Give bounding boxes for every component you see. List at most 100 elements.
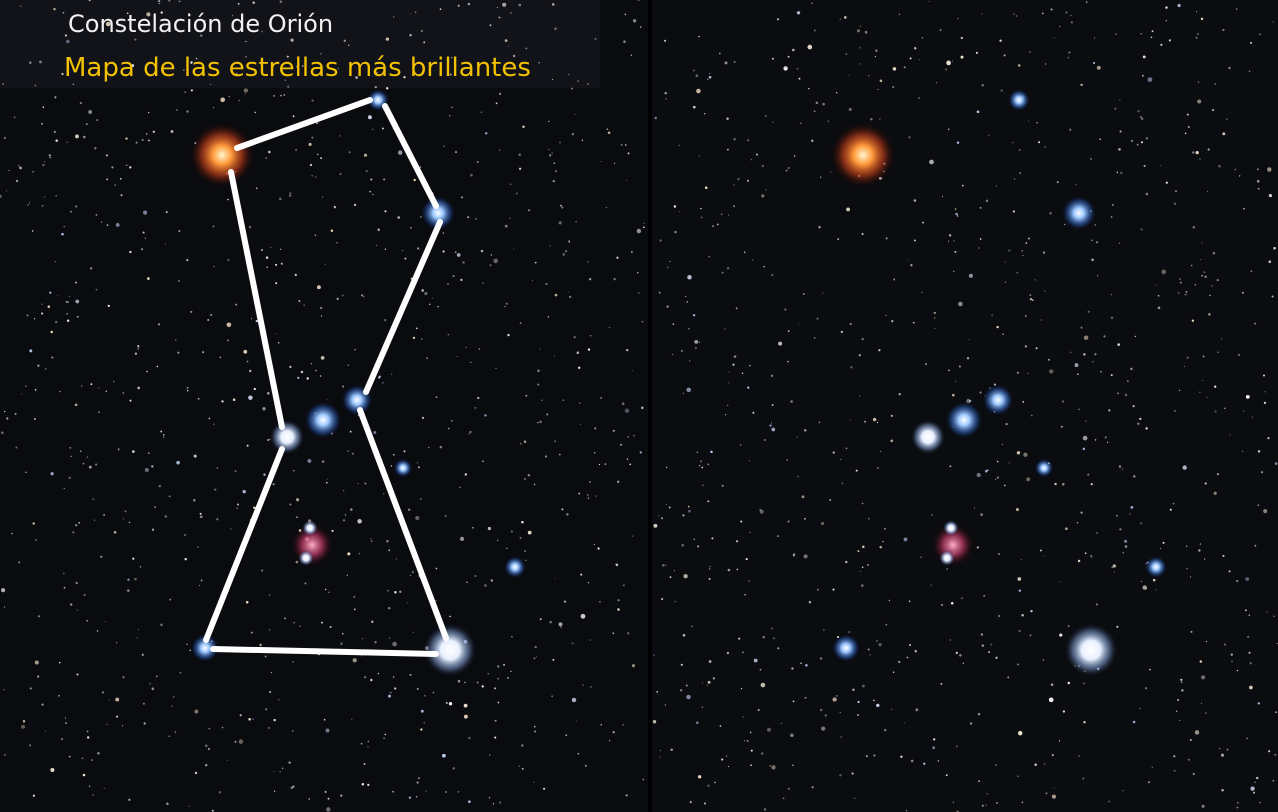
faint-star bbox=[499, 149, 501, 151]
faint-star bbox=[865, 31, 868, 34]
faint-star bbox=[537, 370, 540, 373]
faint-star bbox=[16, 180, 18, 182]
faint-star bbox=[661, 598, 663, 600]
faint-star bbox=[860, 571, 861, 572]
faint-star bbox=[1119, 243, 1120, 244]
faint-star bbox=[1146, 137, 1149, 140]
faint-star bbox=[948, 241, 949, 242]
faint-star bbox=[781, 723, 782, 724]
faint-star bbox=[1170, 509, 1172, 511]
faint-star bbox=[625, 408, 629, 412]
faint-star bbox=[934, 328, 935, 329]
faint-star bbox=[969, 274, 973, 278]
faint-star bbox=[116, 223, 120, 227]
faint-star bbox=[581, 614, 586, 619]
faint-star bbox=[292, 730, 294, 732]
faint-star bbox=[278, 699, 279, 700]
faint-star bbox=[681, 350, 683, 352]
faint-star bbox=[1180, 679, 1182, 681]
faint-star bbox=[357, 519, 362, 524]
faint-star bbox=[1130, 368, 1133, 371]
faint-star bbox=[709, 566, 711, 568]
faint-star bbox=[311, 137, 313, 139]
faint-star bbox=[331, 229, 333, 231]
faint-star bbox=[949, 465, 951, 467]
faint-star bbox=[933, 738, 935, 740]
faint-star bbox=[670, 748, 673, 751]
faint-star bbox=[949, 234, 951, 236]
bright-star bbox=[945, 401, 983, 439]
faint-star bbox=[661, 517, 663, 519]
faint-star bbox=[689, 360, 690, 361]
faint-star bbox=[727, 149, 729, 151]
faint-star bbox=[1013, 13, 1014, 14]
faint-star bbox=[918, 97, 920, 99]
faint-star bbox=[262, 407, 265, 410]
faint-star bbox=[1202, 380, 1203, 381]
faint-star bbox=[1243, 208, 1245, 210]
faint-star bbox=[1122, 468, 1123, 469]
faint-star bbox=[1027, 373, 1028, 374]
faint-star bbox=[120, 178, 122, 180]
faint-star bbox=[239, 739, 244, 744]
faint-star bbox=[1017, 272, 1018, 273]
faint-star bbox=[321, 315, 322, 316]
faint-star bbox=[1077, 373, 1079, 375]
faint-star bbox=[979, 391, 981, 393]
faint-star bbox=[42, 704, 44, 706]
faint-star bbox=[190, 311, 192, 313]
faint-star bbox=[537, 422, 538, 423]
faint-star bbox=[1187, 114, 1189, 116]
faint-star bbox=[1268, 750, 1270, 752]
faint-star bbox=[1032, 299, 1034, 301]
faint-star bbox=[727, 652, 729, 654]
faint-star bbox=[396, 558, 397, 559]
faint-star bbox=[233, 398, 236, 401]
faint-star bbox=[1113, 564, 1116, 567]
faint-star bbox=[627, 632, 629, 634]
faint-star bbox=[910, 264, 912, 266]
faint-star bbox=[727, 267, 730, 270]
faint-star bbox=[1192, 151, 1194, 153]
faint-star bbox=[1137, 423, 1139, 425]
faint-star bbox=[1249, 70, 1251, 72]
faint-star bbox=[955, 381, 956, 382]
faint-star bbox=[702, 682, 703, 683]
faint-star bbox=[725, 414, 726, 415]
faint-star bbox=[283, 94, 285, 96]
faint-star bbox=[92, 794, 93, 795]
faint-star bbox=[654, 655, 655, 656]
faint-star bbox=[873, 700, 875, 702]
faint-star bbox=[428, 447, 429, 448]
faint-star bbox=[1117, 343, 1120, 346]
faint-star bbox=[499, 93, 501, 95]
faint-star bbox=[145, 468, 149, 472]
faint-star bbox=[549, 154, 551, 156]
faint-star bbox=[996, 802, 998, 804]
faint-star bbox=[1206, 641, 1207, 642]
faint-star bbox=[1174, 770, 1176, 772]
faint-star bbox=[762, 165, 764, 167]
faint-star bbox=[783, 797, 785, 799]
faint-star bbox=[797, 11, 800, 14]
faint-star bbox=[830, 172, 831, 173]
faint-star bbox=[1005, 261, 1006, 262]
faint-star bbox=[1049, 697, 1054, 702]
faint-star bbox=[261, 249, 263, 251]
faint-star bbox=[69, 296, 70, 297]
faint-star bbox=[579, 402, 580, 403]
faint-star bbox=[727, 405, 728, 406]
faint-star bbox=[370, 178, 372, 180]
faint-star bbox=[955, 213, 957, 215]
faint-star bbox=[158, 0, 160, 2]
faint-star bbox=[632, 370, 633, 371]
faint-star bbox=[1195, 37, 1197, 39]
faint-star bbox=[145, 238, 146, 239]
faint-star bbox=[391, 374, 392, 375]
faint-star bbox=[1201, 275, 1203, 277]
faint-star bbox=[799, 78, 801, 80]
faint-star bbox=[767, 728, 771, 732]
faint-star bbox=[169, 495, 171, 497]
faint-star bbox=[565, 734, 567, 736]
faint-star bbox=[27, 204, 28, 205]
